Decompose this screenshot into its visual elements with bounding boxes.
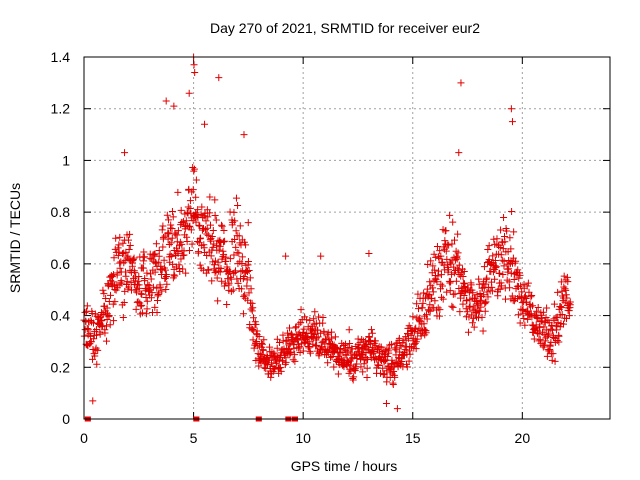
y-tick-label: 0.6 <box>51 256 71 272</box>
y-tick-label: 0 <box>62 411 70 427</box>
x-axis-label: GPS time / hours <box>291 458 398 474</box>
x-tick-label: 15 <box>405 430 421 446</box>
srmtid-chart: Day 270 of 2021, SRMTID for receiver eur… <box>0 0 640 480</box>
y-tick-label: 1.2 <box>51 101 71 117</box>
y-axis-label: SRMTID / TECUs <box>7 183 23 293</box>
y-tick-label: 0.4 <box>51 308 71 324</box>
y-tick-label: 0.2 <box>51 359 71 375</box>
x-tick-label: 0 <box>80 430 88 446</box>
y-tick-label: 1.4 <box>51 49 71 65</box>
chart-background <box>0 0 640 480</box>
y-tick-label: 0.8 <box>51 204 71 220</box>
x-tick-label: 20 <box>515 430 531 446</box>
x-tick-label: 5 <box>190 430 198 446</box>
y-tick-label: 1 <box>62 152 70 168</box>
chart-title: Day 270 of 2021, SRMTID for receiver eur… <box>210 20 480 36</box>
x-tick-label: 10 <box>295 430 311 446</box>
